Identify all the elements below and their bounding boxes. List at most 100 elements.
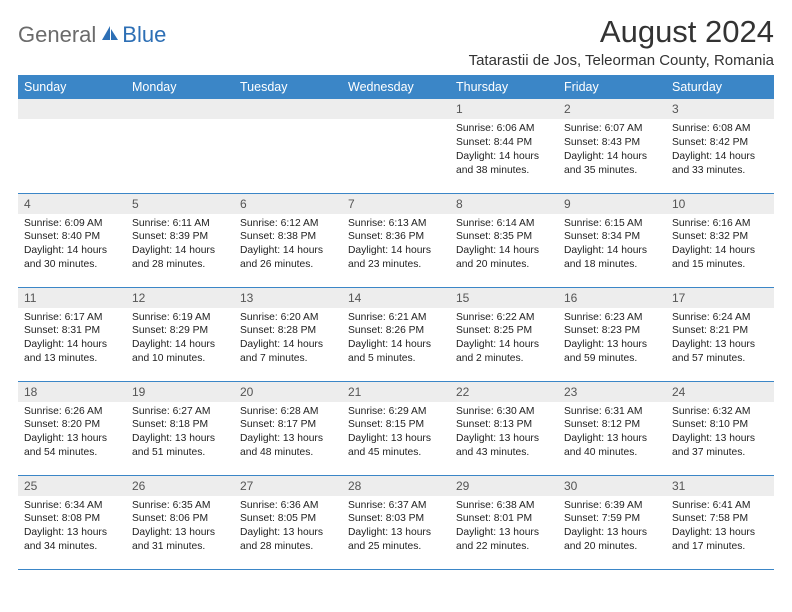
calendar-week-row: 11Sunrise: 6:17 AMSunset: 8:31 PMDayligh… [18, 287, 774, 381]
sunset-text: Sunset: 8:23 PM [564, 324, 660, 338]
sunrise-text: Sunrise: 6:09 AM [24, 217, 120, 231]
day-body: Sunrise: 6:36 AMSunset: 8:05 PMDaylight:… [234, 496, 342, 559]
day-number: 28 [342, 476, 450, 496]
daylight-text: Daylight: 13 hours and 25 minutes. [348, 526, 444, 554]
sunrise-text: Sunrise: 6:26 AM [24, 405, 120, 419]
daylight-text: Daylight: 14 hours and 5 minutes. [348, 338, 444, 366]
calendar-day-cell: 9Sunrise: 6:15 AMSunset: 8:34 PMDaylight… [558, 193, 666, 287]
day-body: Sunrise: 6:34 AMSunset: 8:08 PMDaylight:… [18, 496, 126, 559]
sunrise-text: Sunrise: 6:17 AM [24, 311, 120, 325]
daylight-text: Daylight: 14 hours and 23 minutes. [348, 244, 444, 272]
sunrise-text: Sunrise: 6:12 AM [240, 217, 336, 231]
day-number: 7 [342, 194, 450, 214]
day-body: Sunrise: 6:22 AMSunset: 8:25 PMDaylight:… [450, 308, 558, 371]
daylight-text: Daylight: 13 hours and 51 minutes. [132, 432, 228, 460]
sunset-text: Sunset: 8:26 PM [348, 324, 444, 338]
calendar-day-cell: 31Sunrise: 6:41 AMSunset: 7:58 PMDayligh… [666, 475, 774, 569]
day-number: 11 [18, 288, 126, 308]
calendar-day-cell: 10Sunrise: 6:16 AMSunset: 8:32 PMDayligh… [666, 193, 774, 287]
sunset-text: Sunset: 7:58 PM [672, 512, 768, 526]
day-body [234, 119, 342, 126]
weekday-header: Sunday [18, 75, 126, 99]
calendar-day-cell [342, 99, 450, 193]
daylight-text: Daylight: 13 hours and 45 minutes. [348, 432, 444, 460]
daylight-text: Daylight: 13 hours and 59 minutes. [564, 338, 660, 366]
weekday-header: Monday [126, 75, 234, 99]
day-number: 17 [666, 288, 774, 308]
calendar-day-cell: 15Sunrise: 6:22 AMSunset: 8:25 PMDayligh… [450, 287, 558, 381]
calendar-day-cell: 29Sunrise: 6:38 AMSunset: 8:01 PMDayligh… [450, 475, 558, 569]
sunset-text: Sunset: 8:15 PM [348, 418, 444, 432]
sunset-text: Sunset: 8:36 PM [348, 230, 444, 244]
calendar-day-cell: 1Sunrise: 6:06 AMSunset: 8:44 PMDaylight… [450, 99, 558, 193]
sunrise-text: Sunrise: 6:19 AM [132, 311, 228, 325]
daylight-text: Daylight: 14 hours and 15 minutes. [672, 244, 768, 272]
sunset-text: Sunset: 8:10 PM [672, 418, 768, 432]
logo-sail-icon [100, 24, 120, 47]
sunrise-text: Sunrise: 6:21 AM [348, 311, 444, 325]
day-number: 1 [450, 99, 558, 119]
sunrise-text: Sunrise: 6:34 AM [24, 499, 120, 513]
weekday-header: Saturday [666, 75, 774, 99]
sunrise-text: Sunrise: 6:38 AM [456, 499, 552, 513]
calendar-day-cell: 17Sunrise: 6:24 AMSunset: 8:21 PMDayligh… [666, 287, 774, 381]
sunrise-text: Sunrise: 6:37 AM [348, 499, 444, 513]
day-body: Sunrise: 6:17 AMSunset: 8:31 PMDaylight:… [18, 308, 126, 371]
daylight-text: Daylight: 14 hours and 20 minutes. [456, 244, 552, 272]
sunset-text: Sunset: 8:03 PM [348, 512, 444, 526]
day-number: 13 [234, 288, 342, 308]
calendar-day-cell: 2Sunrise: 6:07 AMSunset: 8:43 PMDaylight… [558, 99, 666, 193]
sunset-text: Sunset: 8:25 PM [456, 324, 552, 338]
day-number: 5 [126, 194, 234, 214]
sunset-text: Sunset: 8:31 PM [24, 324, 120, 338]
calendar-week-row: 4Sunrise: 6:09 AMSunset: 8:40 PMDaylight… [18, 193, 774, 287]
location-subtitle: Tatarastii de Jos, Teleorman County, Rom… [469, 52, 774, 69]
calendar-day-cell: 28 Sunrise: 6:37 AMSunset: 8:03 PMDayligh… [342, 475, 450, 569]
calendar-week-row: 1Sunrise: 6:06 AMSunset: 8:44 PMDaylight… [18, 99, 774, 193]
day-number: 20 [234, 382, 342, 402]
logo-text-blue: Blue [122, 22, 166, 48]
calendar-day-cell: 16Sunrise: 6:23 AMSunset: 8:23 PMDayligh… [558, 287, 666, 381]
sunrise-text: Sunrise: 6:13 AM [348, 217, 444, 231]
daylight-text: Daylight: 14 hours and 28 minutes. [132, 244, 228, 272]
calendar-day-cell: 8Sunrise: 6:14 AMSunset: 8:35 PMDaylight… [450, 193, 558, 287]
day-number: 31 [666, 476, 774, 496]
daylight-text: Daylight: 14 hours and 35 minutes. [564, 150, 660, 178]
day-number: 12 [126, 288, 234, 308]
sunset-text: Sunset: 8:21 PM [672, 324, 768, 338]
day-number: 15 [450, 288, 558, 308]
sunset-text: Sunset: 8:39 PM [132, 230, 228, 244]
day-body: Sunrise: 6:30 AMSunset: 8:13 PMDaylight:… [450, 402, 558, 465]
sunrise-text: Sunrise: 6:41 AM [672, 499, 768, 513]
daylight-text: Daylight: 13 hours and 34 minutes. [24, 526, 120, 554]
day-body [126, 119, 234, 126]
title-block: August 2024 Tatarastii de Jos, Teleorman… [469, 14, 774, 69]
sunset-text: Sunset: 8:20 PM [24, 418, 120, 432]
day-number: 25 [18, 476, 126, 496]
daylight-text: Daylight: 14 hours and 2 minutes. [456, 338, 552, 366]
daylight-text: Daylight: 14 hours and 33 minutes. [672, 150, 768, 178]
sunset-text: Sunset: 8:44 PM [456, 136, 552, 150]
day-number: 29 [450, 476, 558, 496]
sunrise-text: Sunrise: 6:22 AM [456, 311, 552, 325]
day-number [126, 99, 234, 119]
day-number: 19 [126, 382, 234, 402]
calendar-day-cell: 18Sunrise: 6:26 AMSunset: 8:20 PMDayligh… [18, 381, 126, 475]
sunrise-text: Sunrise: 6:31 AM [564, 405, 660, 419]
day-body: Sunrise: 6:21 AMSunset: 8:26 PMDaylight:… [342, 308, 450, 371]
sunrise-text: Sunrise: 6:28 AM [240, 405, 336, 419]
day-number: 3 [666, 99, 774, 119]
calendar-day-cell: 5Sunrise: 6:11 AMSunset: 8:39 PMDaylight… [126, 193, 234, 287]
day-body: Sunrise: 6:06 AMSunset: 8:44 PMDaylight:… [450, 119, 558, 182]
daylight-text: Daylight: 13 hours and 20 minutes. [564, 526, 660, 554]
day-number: 27 [234, 476, 342, 496]
calendar-page: General Blue August 2024 Tatarastii de J… [0, 0, 792, 570]
sunset-text: Sunset: 8:17 PM [240, 418, 336, 432]
sunset-text: Sunset: 8:42 PM [672, 136, 768, 150]
day-body: Sunrise: 6:09 AMSunset: 8:40 PMDaylight:… [18, 214, 126, 277]
daylight-text: Daylight: 14 hours and 13 minutes. [24, 338, 120, 366]
sunrise-text: Sunrise: 6:08 AM [672, 122, 768, 136]
day-number [342, 99, 450, 119]
day-body: Sunrise: 6:24 AMSunset: 8:21 PMDaylight:… [666, 308, 774, 371]
sunset-text: Sunset: 8:18 PM [132, 418, 228, 432]
